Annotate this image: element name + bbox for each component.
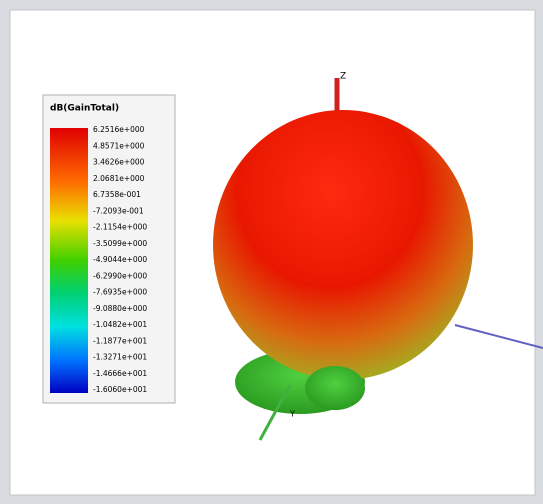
color-bar (50, 128, 88, 393)
legend-label: 6.2516e+000 (93, 125, 145, 134)
x-axis (454, 324, 543, 349)
legend-title: dB(GainTotal) (50, 104, 119, 114)
y-axis-label: Y (289, 410, 295, 419)
legend-label: -3.5099e+000 (93, 239, 147, 248)
legend-label: -1.4666e+001 (93, 369, 147, 378)
legend-label: 4.8571e+000 (93, 141, 145, 150)
legend-label: -7.2093e-001 (93, 206, 144, 215)
legend-label: -6.2990e+000 (93, 271, 147, 280)
legend-label: -2.1154e+000 (93, 223, 147, 232)
legend-label: -1.3271e+001 (93, 353, 147, 362)
legend-label: 6.7358e-001 (93, 190, 141, 199)
legend-label: 2.0681e+000 (93, 174, 145, 183)
y-axis (258, 384, 292, 441)
legend-label: -7.6935e+000 (93, 288, 147, 297)
legend-label: -1.6060e+001 (93, 385, 147, 394)
z-axis-label: Z (340, 72, 346, 82)
radiation-pattern (213, 110, 473, 380)
side-lobe (305, 366, 365, 410)
legend-label: -1.1877e+001 (93, 336, 147, 345)
legend-labels: 6.2516e+000 4.8571e+000 3.4626e+000 2.0681e… (93, 125, 147, 394)
legend-label: -9.0880e+000 (93, 304, 147, 313)
legend-label: 3.4626e+000 (93, 158, 145, 167)
legend-label: -4.9044e+000 (93, 255, 147, 264)
legend-label: -1.0482e+001 (93, 320, 147, 329)
